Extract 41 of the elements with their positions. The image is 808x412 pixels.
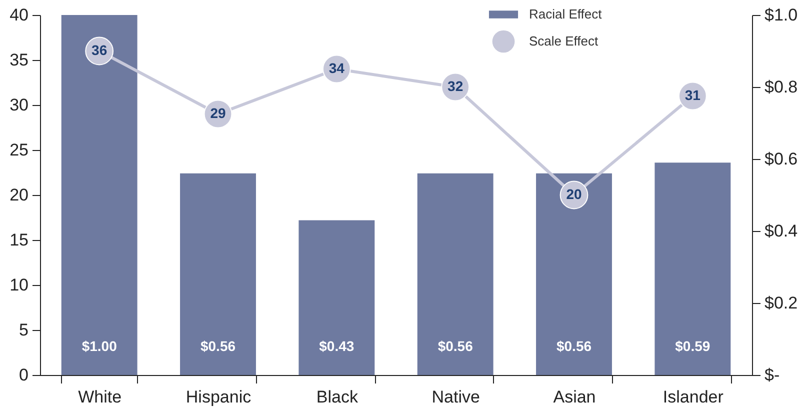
y2-tick-label: $0.4 — [764, 222, 798, 240]
bar — [417, 173, 494, 375]
bar — [61, 15, 138, 375]
x-tick-label: Native — [432, 388, 480, 406]
x-tick-label: Asian — [553, 388, 596, 406]
data-label: $0.43 — [319, 338, 354, 354]
bar — [298, 220, 375, 375]
data-label: 29 — [210, 105, 226, 121]
y-tick-label: 40 — [10, 6, 28, 24]
data-label: 31 — [684, 87, 701, 103]
y2-tick-label: $0.2 — [764, 294, 798, 312]
data-label: $1.00 — [82, 338, 118, 354]
y-tick-label: 20 — [10, 186, 28, 204]
y2-tick-label: $1.0 — [764, 6, 798, 24]
y2-tick-label: $0.6 — [764, 150, 798, 168]
y-tick-label: 35 — [10, 50, 28, 70]
data-label: $0.56 — [200, 338, 236, 354]
data-label: 34 — [328, 60, 345, 76]
x-tick-label: Islander — [662, 388, 724, 406]
data-label: 32 — [448, 78, 464, 94]
data-label: $0.59 — [675, 338, 710, 354]
legend-label: Scale Effect — [529, 34, 599, 48]
data-label: $0.56 — [556, 338, 592, 354]
y-tick-label: 15 — [10, 230, 28, 250]
x-tick-label: Black — [316, 388, 358, 406]
bar — [180, 173, 256, 375]
bar — [536, 173, 612, 375]
y-tick-label: 5 — [19, 320, 28, 340]
data-label: 36 — [92, 42, 108, 58]
data-label: $0.56 — [438, 338, 474, 354]
x-tick-label: Hispanic — [186, 388, 252, 406]
y-tick-label: 0 — [19, 366, 28, 384]
legend-label: Racial Effect — [529, 6, 602, 22]
y2-tick-label: $0.8 — [764, 78, 798, 96]
y-tick-label: 10 — [10, 276, 28, 294]
y-tick-label: 30 — [10, 96, 28, 114]
x-tick-label: White — [78, 388, 122, 406]
y-tick-label: 25 — [10, 140, 28, 160]
data-label: 20 — [566, 186, 582, 202]
bar — [654, 162, 731, 375]
y2-tick-label: $- — [764, 366, 780, 384]
